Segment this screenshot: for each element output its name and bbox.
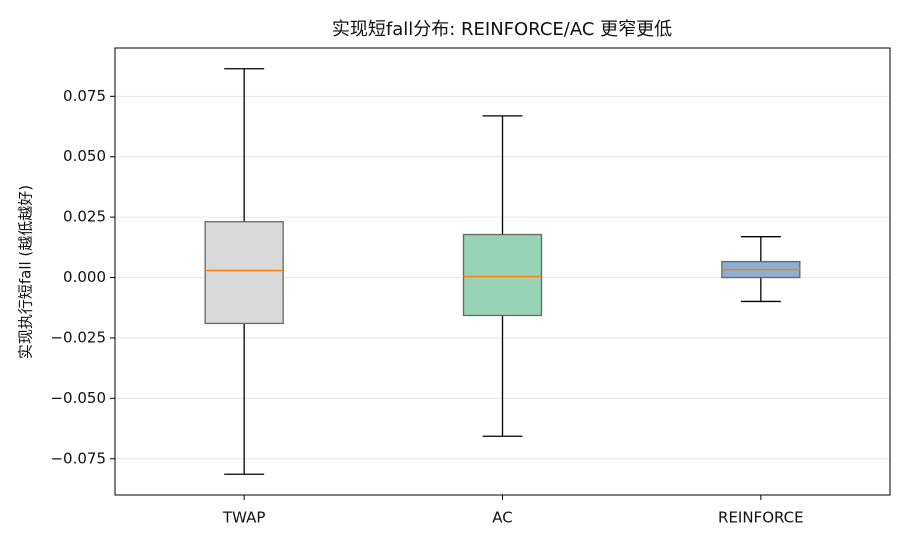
- plot-frame: [114, 47, 891, 496]
- y-tick-label: 0.050: [63, 147, 106, 165]
- chart-title: 实现短fall分布: REINFORCE/AC 更窄更低: [332, 19, 672, 40]
- y-tick-label: −0.025: [50, 328, 106, 346]
- box: [204, 221, 284, 325]
- x-tick-label: AC: [492, 509, 512, 527]
- y-axis-label: 实现执行短fall (越低越好): [17, 185, 35, 359]
- y-tick-label: −0.075: [50, 449, 106, 467]
- y-tick-label: 0.075: [63, 87, 106, 105]
- y-tick-label: −0.050: [50, 389, 106, 407]
- x-tick-label: TWAP: [222, 509, 265, 527]
- box: [462, 233, 543, 317]
- x-tick-label: REINFORCE: [718, 509, 804, 527]
- y-tick-label: 0.025: [63, 208, 106, 226]
- y-tick-label: 0.000: [63, 268, 106, 286]
